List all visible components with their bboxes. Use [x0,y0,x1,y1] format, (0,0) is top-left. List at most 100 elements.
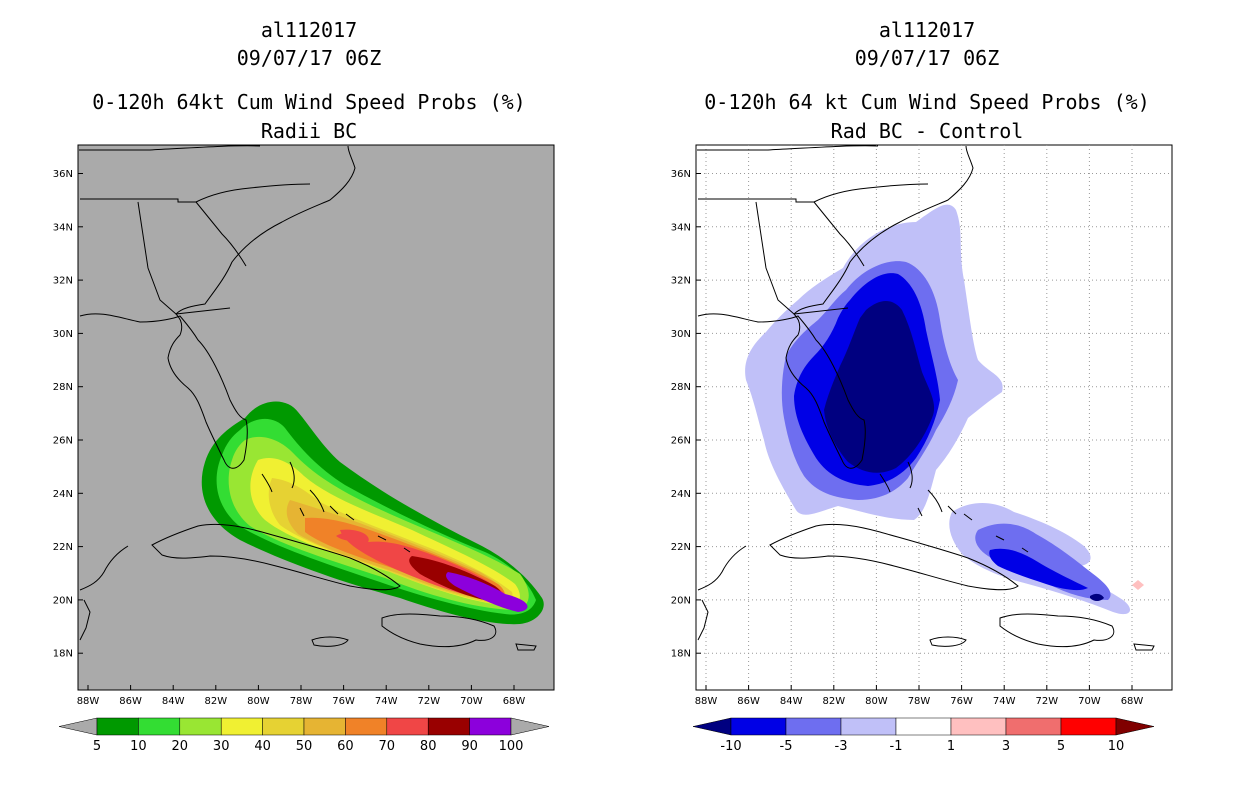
coastlines [79,145,537,651]
hispaniola-coastline [999,613,1115,648]
lon-label-74W: 74W [375,696,398,707]
cuba-coastline [769,523,1019,591]
colorbar-label: 80 [420,739,437,754]
colorbar-label: 50 [296,739,313,754]
yucatan-coastline [697,545,747,641]
lat-ticks: 36N 34N 32N 30N 28N 26N 24N 22N 20N 18N [53,169,83,660]
lat-label-32N: 32N [53,276,73,287]
colorbar-over-triangle [510,717,550,736]
colorbar-label: 100 [499,739,524,754]
colorbar-label: 90 [461,739,478,754]
lon-label-88W: 88W [695,696,718,707]
colorbar-swatch [730,717,787,736]
lon-label-78W: 78W [908,696,931,707]
lat-label-30N: 30N [671,329,691,340]
state-borders [79,145,311,315]
colorbar: -10 -5 -3 -1 1 3 5 10 [692,717,1155,754]
storm-id: al112017 [260,18,358,42]
lon-ticks: 88W 86W 84W 82W 80W 78W 76W 74W 72W 70W 68W [77,685,526,707]
colorbar-label: 3 [1002,739,1010,754]
plot-title: 0-120h 64kt Cum Wind Speed Probs (%) [92,90,526,114]
colorbar-label: -10 [720,739,741,754]
colorbar-swatch [785,717,842,736]
bahamas-coastline [261,461,411,553]
plot-subtitle: Rad BC - Control [830,119,1024,143]
lat-label-34N: 34N [671,222,691,233]
plot-subtitle: Radii BC [260,119,358,143]
lat-label-26N: 26N [53,436,73,447]
lat-label-32N: 32N [671,276,691,287]
diff-minus3-patch-south [975,523,1111,600]
colorbar-label: -1 [890,739,903,754]
lon-label-74W: 74W [993,696,1016,707]
probability-contours [201,401,544,625]
lon-label-76W: 76W [332,696,355,707]
colorbar-label: 70 [379,739,396,754]
datetime: 09/07/17 06Z [854,46,1000,70]
lon-label-78W: 78W [290,696,313,707]
lon-label-76W: 76W [950,696,973,707]
colorbar-swatch [345,717,388,736]
lon-label-72W: 72W [1035,696,1058,707]
lat-label-24N: 24N [671,489,691,500]
lat-label-18N: 18N [671,649,691,660]
yucatan-coastline [79,545,129,641]
lon-label-86W: 86W [737,696,760,707]
lon-label-82W: 82W [822,696,845,707]
colorbar-label: 1 [947,739,955,754]
colorbar-label: 10 [1108,739,1125,754]
colorbar-label: 20 [172,739,189,754]
jamaica-coastline [929,636,967,647]
diff-plus1-spot [1132,580,1144,590]
lat-label-36N: 36N [53,169,73,180]
colorbar-swatch [427,717,470,736]
lon-label-84W: 84W [780,696,803,707]
pr-coastline [1133,643,1155,651]
colorbar-under-triangle [58,717,98,736]
lat-ticks: 36N 34N 32N 30N 28N 26N 24N 22N 20N 18N [671,169,701,660]
lon-label-86W: 86W [119,696,142,707]
lat-label-28N: 28N [53,382,73,393]
colorbar-swatch [303,717,346,736]
plot-title: 0-120h 64 kt Cum Wind Speed Probs (%) [704,90,1150,114]
storm-id: al112017 [878,18,976,42]
colorbar-swatch [179,717,222,736]
datetime: 09/07/17 06Z [236,46,382,70]
diff-minus10-contour [824,301,935,473]
coastlines [697,145,1155,651]
lon-label-68W: 68W [503,696,526,707]
cuba-coastline [151,523,401,591]
probability-map: 36N 34N 32N 30N 28N 26N 24N 22N 20N 18N 88W 86W 84W… [53,144,555,754]
lon-label-82W: 82W [204,696,227,707]
lat-label-30N: 30N [53,329,73,340]
lat-label-18N: 18N [53,649,73,660]
colorbar-label: 60 [337,739,354,754]
prob-70-patch [336,532,362,541]
lon-label-80W: 80W [865,696,888,707]
pr-coastline [515,643,537,651]
lon-label-72W: 72W [417,696,440,707]
lat-label-36N: 36N [671,169,691,180]
jamaica-coastline [311,636,349,647]
colorbar-label: -3 [835,739,848,754]
colorbar-swatch [950,717,1007,736]
colorbar-label: 5 [93,739,101,754]
diff-minus5-patch-south [989,548,1088,591]
lon-label-68W: 68W [1121,696,1144,707]
lat-label-26N: 26N [671,436,691,447]
lat-label-28N: 28N [671,382,691,393]
state-borders [697,145,929,315]
lon-label-84W: 84W [162,696,185,707]
diff-minus10-small [1090,593,1104,601]
colorbar-swatch [895,717,952,736]
us-coastline [79,145,356,469]
colorbar-swatch [840,717,897,736]
colorbar-swatch [262,717,305,736]
colorbar-swatch [96,717,139,736]
lon-label-70W: 70W [460,696,483,707]
prob-90-contour [446,572,528,612]
colorbar-swatch [138,717,181,736]
lat-label-20N: 20N [671,595,691,606]
bahamas-coastline [879,461,1029,553]
lat-label-34N: 34N [53,222,73,233]
